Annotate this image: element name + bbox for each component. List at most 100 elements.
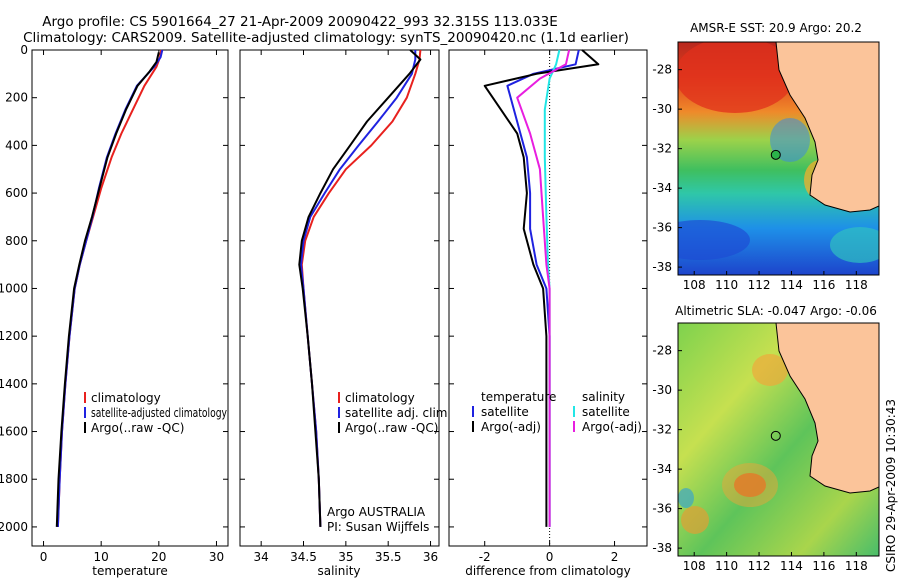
legend-label-sal-satellite: satellite adj. clim. — [345, 406, 451, 420]
sst-map-frame — [677, 41, 880, 276]
map-y-tick-label: -34 — [652, 181, 672, 195]
y-tick-label: 1600 — [0, 425, 28, 439]
argo-program-label: Argo AUSTRALIA — [327, 505, 426, 519]
y-tick-label: 400 — [5, 138, 28, 152]
difference-panel: -2 0 2 temperature salinity satellite Argo… — [448, 49, 648, 578]
map-y-tick-label: -38 — [652, 260, 672, 274]
map-y-tick-label: -28 — [652, 63, 672, 77]
map-y-tick-label: -38 — [652, 541, 672, 555]
legend-label-sal-argo: Argo(..raw -QC) — [345, 421, 438, 435]
sst-field — [678, 42, 879, 275]
y-tick-label: 2000 — [0, 520, 28, 534]
map-x-tick-label: 112 — [748, 559, 771, 573]
series-line-temperature-argo-adj- — [483, 49, 600, 527]
x-tick-label: 2 — [611, 550, 619, 564]
series-line-argo-raw-qc- — [298, 49, 422, 527]
y-tick-label: 600 — [5, 186, 28, 200]
temperature-legend: climatology satellite-adjusted climatolo… — [84, 391, 227, 435]
salinity-x-label: salinity — [317, 564, 360, 578]
sst-float-marker — [770, 149, 781, 160]
sst-warm-core — [678, 42, 795, 113]
sla-map: Altimetric SLA: -0.047 Argo: -0.06 108 11… — [652, 304, 880, 573]
map-y-tick-label: -30 — [652, 383, 672, 397]
sla-map-title: Altimetric SLA: -0.047 Argo: -0.06 — [675, 304, 877, 318]
temperature-axes-frame — [31, 49, 229, 547]
series-line-argo-raw-qc- — [55, 52, 160, 527]
sla-sw-patch — [681, 506, 709, 534]
legend-swatch-diff-sal-argo — [573, 421, 575, 432]
sla-high-ring — [722, 463, 778, 507]
salinity-panel: 34 34.5 35 35.5 36 climatology satellite adj… — [239, 49, 451, 578]
sla-map-frame — [677, 322, 880, 557]
map-y-tick-label: -32 — [652, 142, 672, 156]
title-line-1: Argo profile: CS 5901664_27 21-Apr-2009 … — [42, 14, 558, 30]
sla-coastline — [775, 323, 879, 494]
temperature-x-label: temperature — [92, 564, 167, 578]
x-tick-label: 10 — [94, 550, 109, 564]
x-tick-label: 30 — [209, 550, 224, 564]
map-y-tick-label: -36 — [652, 221, 672, 235]
legend-label-argo: Argo(..raw -QC) — [91, 421, 184, 435]
y-tick-label: 1000 — [0, 281, 28, 295]
map-x-tick-label: 110 — [715, 559, 738, 573]
legend-label-diff-sal-satellite: satellite — [582, 405, 630, 419]
argo-pi-label: PI: Susan Wijffels — [327, 520, 429, 534]
x-tick-label: 35.5 — [375, 550, 402, 564]
legend-swatch-sal-argo — [338, 422, 340, 433]
map-x-tick-label: 108 — [683, 278, 706, 292]
x-tick-label: 35 — [338, 550, 353, 564]
sst-coastline — [775, 42, 879, 213]
x-tick-label: 20 — [151, 550, 166, 564]
legend-label-diff-temp-argo: Argo(-adj) — [481, 420, 541, 434]
sst-map: AMSR-E SST: 20.9 Argo: 20.2 108 110 112 114… — [652, 21, 880, 292]
sst-cool-patch — [770, 118, 810, 162]
legend-title-salinity: salinity — [582, 390, 625, 404]
map-x-tick-label: 116 — [812, 559, 835, 573]
legend-label-climatology: climatology — [91, 391, 161, 405]
csiro-timestamp: CSIRO 29-Apr-2009 10:30:43 — [884, 399, 898, 572]
map-x-tick-label: 118 — [845, 559, 868, 573]
legend-swatch-diff-temp-satellite — [472, 406, 474, 417]
legend-swatch-argo — [84, 422, 86, 433]
legend-swatch-diff-sal-satellite — [573, 406, 575, 417]
legend-swatch-diff-temp-argo — [472, 421, 474, 432]
title-line-2: Climatology: CARS2009. Satellite-adjuste… — [23, 30, 629, 46]
legend-label-sal-climatology: climatology — [345, 391, 415, 405]
map-y-tick-label: -32 — [652, 423, 672, 437]
y-tick-label: 0 — [20, 43, 28, 57]
difference-x-label: difference from climatology — [465, 564, 631, 578]
x-tick-label: 0 — [40, 550, 48, 564]
map-x-tick-label: 114 — [780, 278, 803, 292]
legend-label-satellite-adjusted: satellite-adjusted climatology — [91, 406, 227, 420]
difference-legend: temperature salinity satellite Argo(-adj… — [472, 390, 642, 434]
x-tick-label: -2 — [479, 550, 491, 564]
legend-label-diff-temp-satellite: satellite — [481, 405, 529, 419]
map-x-tick-label: 114 — [780, 559, 803, 573]
x-tick-label: 0 — [546, 550, 554, 564]
salinity-legend: climatology satellite adj. clim. Argo(..… — [338, 391, 451, 435]
sst-map-title: AMSR-E SST: 20.9 Argo: 20.2 — [690, 21, 862, 35]
y-tick-label: 1200 — [0, 329, 28, 343]
sla-low-patch — [678, 488, 694, 508]
legend-title-temperature: temperature — [481, 390, 556, 404]
x-tick-label: 34 — [254, 550, 269, 564]
map-x-tick-label: 118 — [845, 278, 868, 292]
legend-swatch-climatology — [84, 392, 86, 403]
map-x-tick-label: 110 — [715, 278, 738, 292]
map-x-tick-label: 116 — [812, 278, 835, 292]
legend-swatch-sal-satellite — [338, 407, 340, 418]
map-y-tick-label: -30 — [652, 102, 672, 116]
salinity-axes-frame — [239, 49, 440, 547]
y-tick-label: 1400 — [0, 377, 28, 391]
x-tick-label: 36 — [423, 550, 438, 564]
map-y-tick-label: -34 — [652, 462, 672, 476]
series-line-salinity-argo-adj- — [516, 49, 571, 527]
legend-swatch-satellite-adjusted — [84, 407, 86, 418]
map-x-tick-label: 112 — [748, 278, 771, 292]
legend-swatch-sal-climatology — [338, 392, 340, 403]
sst-cold-patch-2 — [678, 220, 750, 260]
sla-ne-high — [752, 354, 788, 386]
x-tick-label: 34.5 — [290, 550, 317, 564]
sst-land — [776, 42, 879, 212]
sla-float-marker — [770, 430, 781, 441]
